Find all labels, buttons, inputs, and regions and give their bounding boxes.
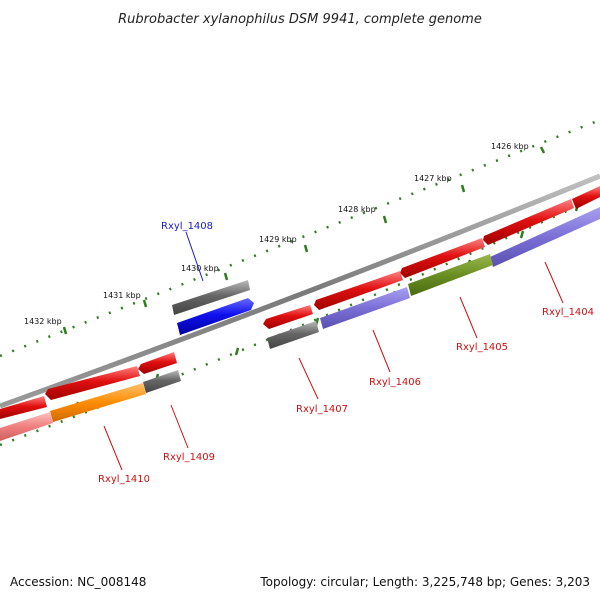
- cog-bar-1407: [267, 321, 319, 349]
- gene-feature-rxyl-1405[interactable]: [408, 199, 574, 296]
- gene-arrow-1408: [177, 298, 254, 335]
- accession-label: Accession: NC_008148: [10, 575, 147, 589]
- gene-feature-rxyl-1409[interactable]: [138, 352, 181, 393]
- scale-label-1427: 1427 kbp: [414, 174, 452, 183]
- scale-label-1432: 1432 kbp: [24, 317, 62, 326]
- gene-arrow-1410: [45, 366, 140, 400]
- outer-scale-ring: [0, 118, 600, 358]
- scale-label-1426: 1426 kbp: [491, 142, 529, 151]
- gene-feature-rxyl-1406[interactable]: [320, 238, 485, 329]
- gene-arrow-1404: [572, 186, 600, 209]
- gene-feature-rxyl-1408[interactable]: [172, 280, 254, 335]
- cog-bar-1405: [408, 254, 493, 296]
- genome-summary-label: Topology: circular; Length: 3,225,748 bp…: [260, 575, 590, 589]
- gene-arrow-1407b: [263, 305, 313, 329]
- gene-arrow-1409: [138, 352, 177, 374]
- cog-bar-1410b: [0, 412, 53, 441]
- cog-bar-1408: [172, 280, 250, 315]
- cog-bar-1406: [320, 287, 410, 329]
- gene-feature-rxyl-1407[interactable]: [263, 271, 403, 349]
- cog-bar-1404: [490, 207, 600, 267]
- gene-arrow-1410b: [0, 396, 47, 419]
- scale-label-1430: 1430 kbp: [181, 264, 219, 273]
- gene-feature-rxyl-1410[interactable]: [0, 366, 146, 441]
- gene-label-1405[interactable]: Rxyl_1405: [456, 342, 508, 353]
- gene-arrow-1407: [314, 271, 403, 310]
- gene-label-1406[interactable]: Rxyl_1406: [369, 377, 421, 388]
- gene-label-1404[interactable]: Rxyl_1404: [542, 307, 594, 318]
- label-leaders: [103, 231, 564, 471]
- cog-bar-1409: [143, 370, 181, 393]
- gene-label-1408[interactable]: Rxyl_1408: [161, 221, 213, 232]
- gene-label-1409[interactable]: Rxyl_1409: [163, 452, 215, 463]
- cog-bar-1410: [50, 383, 146, 422]
- scale-label-1431: 1431 kbp: [103, 291, 141, 300]
- scale-label-1428: 1428 kbp: [338, 205, 376, 214]
- scale-label-1429: 1429 kbp: [259, 235, 297, 244]
- map-title: Rubrobacter xylanophilus DSM 9941, compl…: [118, 12, 482, 27]
- outer-major-ticks: [62, 146, 546, 335]
- gene-feature-rxyl-1404[interactable]: [490, 186, 600, 267]
- gene-arrow-1406: [400, 238, 485, 278]
- gene-arrow-1405: [483, 199, 574, 245]
- genome-backbone: [0, 173, 600, 409]
- gene-label-1407[interactable]: Rxyl_1407: [296, 404, 348, 415]
- gene-label-1410[interactable]: Rxyl_1410: [98, 474, 150, 485]
